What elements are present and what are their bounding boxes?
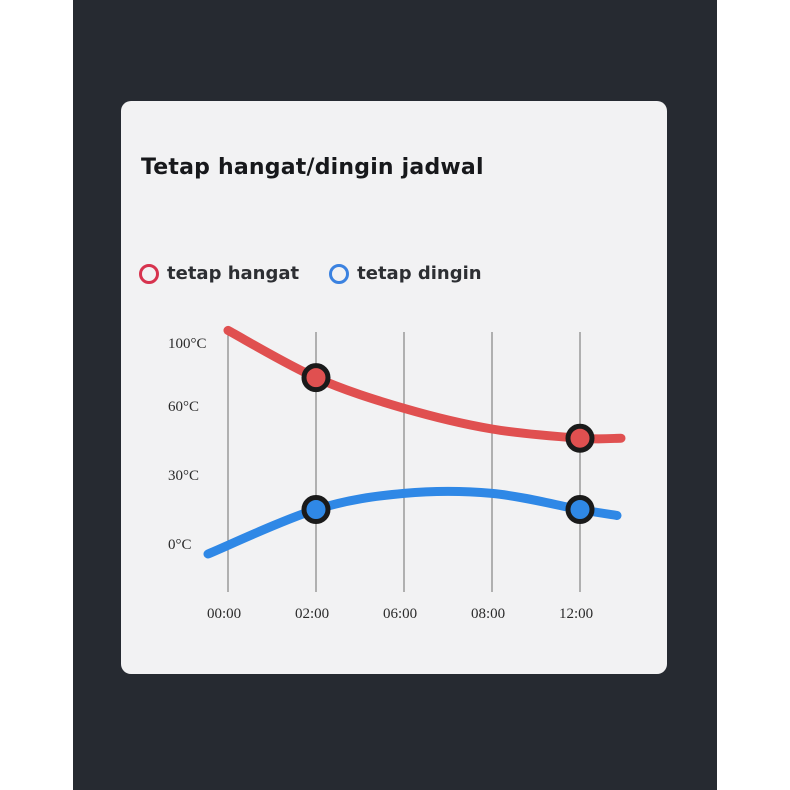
cold-ring-icon (329, 263, 350, 284)
legend-item-cold: tetap dingin (329, 263, 482, 284)
y-tick-label: 100°C (168, 336, 207, 352)
chart-legend: tetap hangat tetap dingin (139, 263, 512, 284)
series-line-warm (223, 325, 626, 444)
x-tick-label: 06:00 (383, 606, 417, 622)
y-tick-label: 60°C (168, 399, 199, 415)
y-tick-label: 30°C (168, 468, 199, 484)
legend-label-warm: tetap hangat (167, 263, 300, 284)
legend-label-cold: tetap dingin (357, 263, 482, 284)
temperature-schedule-chart: 100°C 60°C 30°C 0°C 00:00 02:00 06:00 08:00 12:0… (168, 325, 626, 622)
data-point-warm (301, 363, 331, 393)
x-tick-label: 02:00 (295, 606, 329, 622)
data-point-warm (565, 423, 595, 453)
card-title: Tetap hangat/dingin jadwal (141, 155, 484, 180)
x-tick-label: 08:00 (471, 606, 505, 622)
schedule-card: Tetap hangat/dingin jadwal tetap hangat … (121, 101, 667, 674)
series-line-cold (203, 486, 622, 559)
x-tick-label: 00:00 (207, 606, 241, 622)
legend-item-warm: tetap hangat (139, 263, 299, 284)
x-tick-label: 12:00 (559, 606, 593, 622)
data-point-cold (565, 495, 595, 524)
warm-ring-icon (139, 263, 159, 284)
data-point-cold (301, 495, 331, 524)
y-tick-label: 0°C (168, 537, 192, 553)
